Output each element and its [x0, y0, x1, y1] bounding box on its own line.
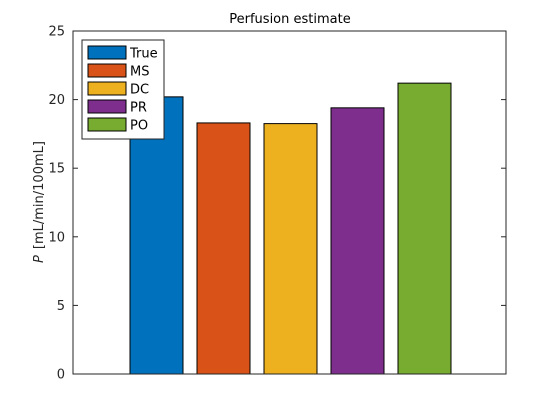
- y-tick-label: 10: [48, 230, 65, 245]
- y-tick-label: 20: [48, 93, 65, 108]
- bar-po: [397, 82, 452, 375]
- axes-box: [72, 30, 507, 375]
- legend-label-dc: DC: [130, 83, 149, 98]
- y-axis-label-symbol: P: [32, 255, 47, 263]
- y-tick-label: 25: [48, 25, 65, 40]
- legend-label-true: True: [129, 47, 158, 62]
- y-axis-label-units: [mL/min/100mL]: [32, 141, 47, 249]
- y-tick-label: 0: [57, 368, 65, 383]
- legend: True MS DC PR PO: [81, 39, 165, 140]
- chart-title: Perfusion estimate: [229, 12, 350, 27]
- legend-swatch-true: [87, 45, 127, 60]
- y-axis-ticks: 0 5 10 15 20 25: [48, 25, 506, 383]
- bar-ms: [196, 122, 251, 375]
- legend-swatch-ms: [87, 63, 127, 78]
- legend-label-pr: PR: [130, 101, 147, 116]
- bars: [129, 82, 452, 375]
- y-tick-label: 5: [57, 299, 65, 314]
- y-tick-label: 15: [48, 162, 65, 177]
- legend-swatch-po: [87, 117, 127, 132]
- y-axis-label: P [mL/min/100mL]: [32, 141, 47, 263]
- bar-true: [129, 96, 184, 375]
- legend-label-po: PO: [130, 119, 148, 134]
- legend-swatch-dc: [87, 81, 127, 96]
- bar-pr: [330, 107, 385, 375]
- axes: [72, 30, 507, 375]
- legend-label-ms: MS: [130, 65, 149, 80]
- bar-dc: [263, 123, 318, 375]
- legend-swatch-pr: [87, 99, 127, 114]
